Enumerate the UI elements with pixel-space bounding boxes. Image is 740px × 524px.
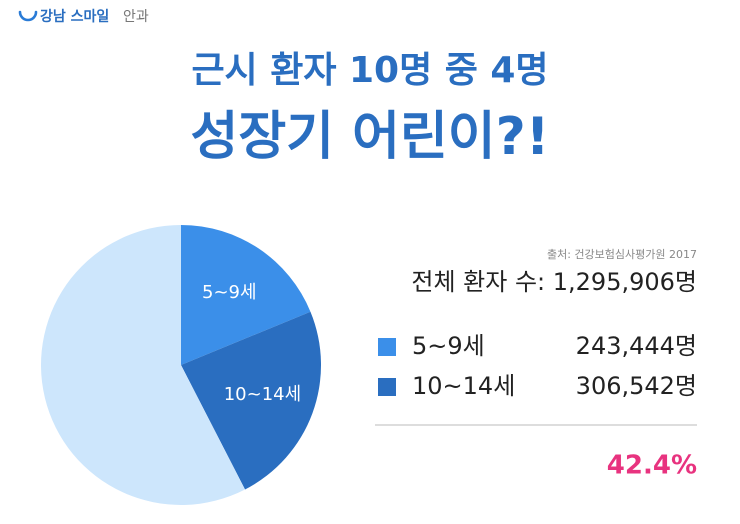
legend-swatch [378, 378, 396, 396]
total: 전체 환자 수: 1,295,906명 [411, 268, 697, 296]
pie-slice [181, 311, 321, 490]
slice-label: 5~9세 [202, 282, 257, 303]
smile-icon [18, 10, 38, 22]
brand-suffix: 안과 [123, 9, 149, 25]
source: 출처: 건강보험심사평가원 2017 [547, 248, 697, 261]
legend-value: 306,542명 [576, 372, 697, 400]
result: 42.4% [607, 451, 697, 481]
legend-label: 5~9세 [412, 332, 485, 360]
legend-label: 10~14세 [412, 372, 515, 400]
pie-slice [40, 225, 246, 505]
title-line: 근시 환자 10명 중 4명 [191, 50, 548, 91]
brand-logo: 강남 스마일 안과 [18, 8, 149, 25]
slice-label: 10~14세 [224, 384, 301, 405]
title-line: 성장기 어린이?! [190, 107, 549, 167]
legend-value: 243,444명 [576, 332, 697, 360]
brand-name: 강남 스마일 [40, 8, 109, 25]
pie-slice [181, 225, 311, 365]
legend-swatch [378, 338, 396, 356]
